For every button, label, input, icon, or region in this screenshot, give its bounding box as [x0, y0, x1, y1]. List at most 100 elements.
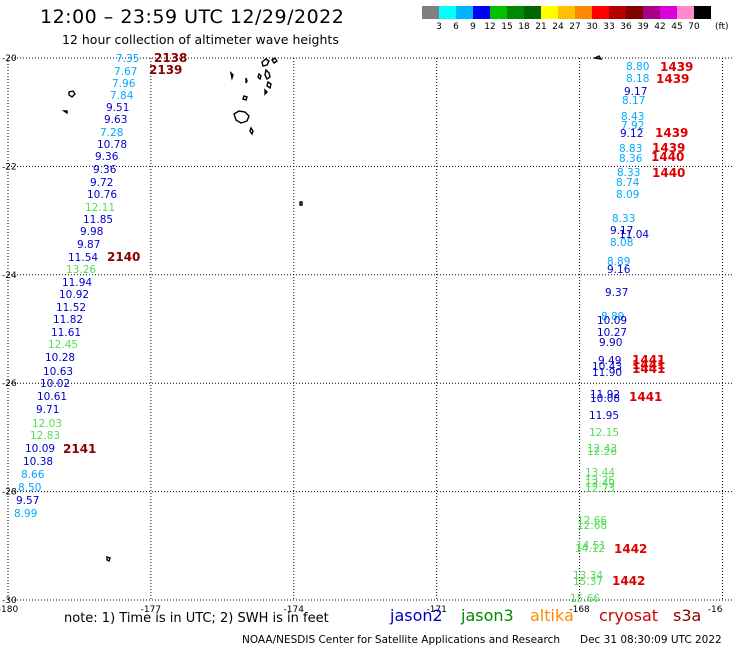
wave-height-label: 8.17: [622, 95, 645, 107]
wave-height-label: 7.28: [100, 127, 123, 139]
wave-height-label: 13.34: [573, 570, 603, 582]
legend-swatch: [677, 6, 694, 19]
island-outline: [229, 70, 234, 81]
legend-swatch: [660, 6, 677, 19]
axis-ticks: -180 -177 -174 -171 -168 -16 -20 -22 -24 -26 -28 -3…: [0, 54, 723, 615]
wave-height-label: 8.66: [21, 469, 45, 481]
wave-height-label: 7.35: [116, 53, 139, 65]
island-outline: [233, 110, 250, 124]
island-outline: [68, 90, 76, 98]
map-title: 12:00 – 23:59 UTC 12/29/2022: [40, 6, 345, 28]
pass-time-label: 1441: [632, 358, 665, 372]
wave-height-label: 8.99: [14, 508, 37, 520]
wave-height-label: 12.26: [587, 446, 617, 458]
pass-time-label: 2140: [107, 250, 140, 264]
wave-height-label: 11.52: [56, 302, 86, 314]
lon-tick-label: -174: [284, 605, 305, 615]
sat-label-jason2: jason2: [390, 606, 443, 625]
island-outline: [106, 556, 111, 562]
wave-height-label: 11.61: [51, 327, 81, 339]
legend-label: 6: [453, 22, 459, 32]
wave-height-label: 8.33: [612, 213, 635, 225]
legend-label: 15: [501, 22, 513, 32]
wave-height-label: 10.61: [37, 391, 67, 403]
legend-swatch: [507, 6, 524, 19]
wave-height-label: 8.89: [607, 256, 630, 268]
legend-label: 30: [586, 22, 598, 32]
wave-height-label: 12.73: [585, 483, 615, 495]
wave-height-label: 11.90: [592, 367, 622, 379]
wave-height-label: 8.18: [626, 73, 649, 85]
wave-height-label: 9.16: [607, 264, 631, 276]
wave-height-label: 8.08: [610, 237, 633, 249]
wave-height-label: 9.87: [77, 239, 100, 251]
pass-time-label: 2139: [149, 63, 182, 77]
wave-height-label: 9.49: [598, 355, 621, 367]
pass-time-label: 1441: [632, 362, 665, 376]
track-east-labels: 8.808.189.178.178.437.929.128.838.368.33…: [570, 61, 649, 605]
island-outline: [299, 201, 303, 206]
island-outlines: [61, 55, 603, 562]
legend-swatch: [626, 6, 643, 19]
lon-tick-label: -177: [141, 605, 161, 615]
map-grid: [7, 57, 732, 601]
wave-height-label: 12.43: [587, 443, 617, 455]
lat-tick-label: -26: [2, 379, 17, 389]
wave-height-label: 9.36: [93, 164, 117, 176]
wave-height-label: 15.66: [570, 593, 600, 605]
legend-swatch: [473, 6, 490, 19]
pass-time-label: 1439: [652, 141, 685, 155]
sat-label-jason3: jason3: [461, 606, 514, 625]
sat-label-altika: altika: [530, 606, 574, 625]
wave-height-label: 9.98: [80, 226, 103, 238]
island-outline: [264, 68, 271, 81]
wave-height-label: 10.27: [597, 327, 627, 339]
wave-height-label: 10.43: [592, 361, 622, 373]
legend-swatch: [422, 6, 439, 19]
wave-height-label: 7.92: [621, 120, 644, 132]
lon-tick-label: -171: [426, 605, 446, 615]
sat-label-s3a: s3a: [673, 606, 702, 625]
lat-tick-label: -24: [2, 271, 17, 281]
island-outline: [257, 72, 262, 81]
legend-swatch: [558, 6, 575, 19]
lon-tick-label: -168: [569, 605, 590, 615]
wave-height-label: 11.94: [62, 277, 92, 289]
legend-label: 12: [484, 22, 496, 32]
wave-height-label: 12.66: [577, 515, 607, 527]
pass-time-label: 1442: [614, 542, 647, 556]
wave-height-label: 9.90: [599, 337, 622, 349]
wave-height-label: 15.37: [573, 576, 603, 588]
wave-height-label: 10.78: [97, 139, 127, 151]
island-outline: [261, 58, 270, 67]
wave-height-label: 9.51: [106, 102, 129, 114]
wave-height-label: 10.09: [597, 315, 627, 327]
wave-height-label: 14.12: [575, 543, 605, 555]
lat-tick-label: -28: [2, 488, 17, 498]
legend-label: 9: [470, 22, 476, 32]
wave-height-label: 8.89: [601, 311, 624, 323]
legend-swatch: [575, 6, 592, 19]
wave-height-label: 10.76: [87, 189, 117, 201]
legend-unit: (ft): [715, 22, 729, 32]
legend-label: 70: [688, 22, 700, 32]
wave-height-label: 8.74: [616, 177, 640, 189]
pass-time-label: 1441: [629, 390, 662, 404]
wave-height-label: 8.33: [617, 167, 640, 179]
legend-swatch: [541, 6, 558, 19]
wave-height-label: 13.49: [585, 478, 615, 490]
legend-label: 27: [569, 22, 581, 32]
legend-swatch: [490, 6, 507, 19]
island-outline: [592, 55, 603, 60]
time-labels: 2138213921402141143914391439143914401440…: [63, 51, 693, 588]
wave-height-label: 11.04: [619, 229, 649, 241]
wave-height-label: 7.96: [112, 78, 136, 90]
wave-height-label: 11.92: [590, 389, 620, 401]
wave-height-label: 10.38: [23, 456, 53, 468]
island-outline: [271, 57, 278, 64]
pass-time-label: 1442: [612, 574, 645, 588]
legend-label: 39: [637, 22, 649, 32]
generation-timestamp: Dec 31 08:30:09 UTC 2022: [580, 634, 722, 646]
wave-height-label: 12.45: [48, 339, 78, 351]
